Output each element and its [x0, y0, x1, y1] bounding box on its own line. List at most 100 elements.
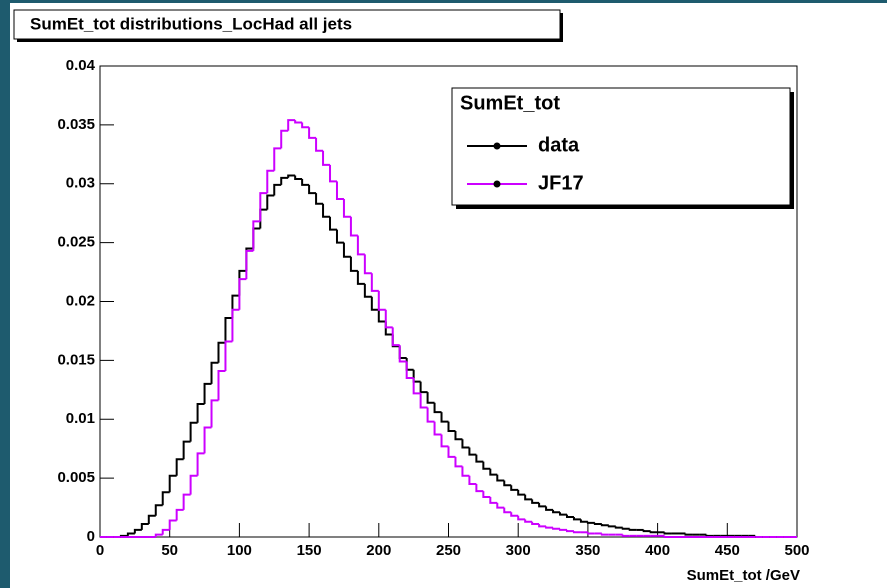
- y-tick-label: 0.015: [57, 351, 95, 368]
- histogram-bin: [294, 120, 303, 124]
- histogram-bin: [559, 528, 567, 531]
- histogram-bin: [196, 402, 205, 423]
- histogram-bin: [308, 184, 317, 195]
- histogram-bin: [245, 249, 254, 280]
- histogram-bin: [433, 402, 442, 414]
- histogram-bin: [510, 485, 519, 491]
- histogram-bin: [168, 519, 177, 530]
- histogram-bin: [531, 499, 540, 504]
- x-tick-label: 400: [645, 542, 670, 559]
- histogram-series: [100, 174, 797, 538]
- x-tick-label: 300: [506, 542, 531, 559]
- histogram-bin: [363, 254, 372, 275]
- x-tick-label: 100: [227, 542, 252, 559]
- histogram-bin: [426, 407, 435, 423]
- histogram-bin: [405, 361, 414, 380]
- histogram-bin: [370, 273, 379, 292]
- histogram-bin: [621, 534, 630, 537]
- histogram-bin: [377, 309, 386, 323]
- histogram-bin: [342, 242, 351, 258]
- histogram-bin: [600, 524, 609, 527]
- histogram-bin: [224, 340, 233, 371]
- y-tick-label: 0.005: [57, 469, 95, 486]
- legend-marker: [493, 142, 501, 150]
- histogram-bin: [398, 345, 407, 363]
- histogram-bin: [593, 522, 602, 526]
- histogram-bin: [482, 461, 491, 470]
- histogram-bin: [447, 446, 456, 458]
- histogram-bin: [552, 509, 561, 514]
- histogram-bin: [210, 399, 219, 428]
- legend-title: SumEt_tot: [460, 92, 560, 114]
- histogram-bin: [349, 256, 358, 272]
- x-tick-label: 250: [436, 542, 461, 559]
- histogram-bin: [579, 519, 588, 523]
- histogram-bin: [663, 535, 672, 538]
- histogram-bin: [461, 466, 470, 477]
- histogram-bin: [133, 528, 142, 534]
- histogram-bin: [642, 529, 651, 533]
- histogram-bin: [335, 229, 344, 244]
- histogram-bin: [322, 203, 331, 218]
- histogram-bin: [203, 426, 212, 454]
- histogram-bin: [649, 531, 658, 534]
- histogram-bin: [301, 122, 310, 129]
- histogram-bin: [168, 474, 177, 493]
- histogram-bin: [384, 309, 393, 329]
- histogram-bin: [517, 489, 526, 496]
- histogram-bin: [335, 181, 344, 201]
- histogram-bin: [182, 493, 191, 510]
- histogram-bin: [308, 127, 317, 139]
- histogram-bin: [503, 507, 512, 514]
- histogram-bin: [203, 382, 212, 404]
- histogram-bin: [517, 515, 526, 521]
- histogram-series: [100, 119, 797, 538]
- y-tick-label: 0.025: [57, 234, 95, 251]
- x-axis-label: SumEt_tot /GeV: [687, 567, 800, 584]
- legend: SumEt_tot data JF17: [451, 87, 794, 209]
- histogram-bin: [377, 290, 386, 311]
- histogram-bin: [454, 456, 463, 468]
- histogram-bin: [586, 532, 595, 535]
- histogram-bin: [175, 508, 184, 521]
- histogram-bin: [154, 504, 163, 516]
- histogram-bin: [621, 527, 630, 530]
- histogram-bin: [266, 194, 275, 210]
- histogram-bin: [147, 514, 156, 525]
- histogram-bin: [489, 496, 498, 504]
- histogram-bin: [273, 183, 282, 196]
- histogram-bin: [419, 381, 428, 394]
- histogram-bin: [315, 137, 324, 152]
- histogram-bin: [161, 528, 170, 535]
- histogram-bin: [126, 532, 135, 536]
- histogram-bin: [524, 519, 533, 523]
- y-tick-label: 0.02: [66, 292, 95, 309]
- chart-title: SumEt_tot distributions_LocHad all jets: [30, 14, 352, 33]
- histogram-bin: [196, 452, 205, 476]
- histogram-bin: [538, 502, 547, 508]
- x-tick-label: 50: [161, 542, 178, 559]
- histogram-bin: [607, 525, 616, 528]
- histogram-bin: [287, 174, 296, 178]
- histogram-bin: [294, 175, 303, 181]
- histogram-bin: [565, 529, 574, 533]
- histogram-bin: [475, 454, 484, 463]
- histogram-bin: [552, 527, 561, 530]
- histogram-bin: [287, 119, 296, 131]
- histogram-bin: [273, 147, 282, 171]
- histogram-bin: [322, 150, 331, 166]
- y-tick-label: 0: [87, 528, 95, 545]
- histogram-bin: [510, 512, 519, 517]
- histogram-bin: [210, 361, 219, 384]
- x-tick-label: 200: [366, 542, 391, 559]
- histogram-bin: [614, 526, 623, 529]
- histogram-bin: [280, 176, 289, 185]
- x-tick-label: 350: [575, 542, 600, 559]
- histogram-bin: [189, 421, 198, 442]
- histogram-bin: [628, 528, 637, 531]
- histogram-bin: [454, 431, 463, 441]
- histogram-bin: [224, 316, 233, 343]
- histogram-bin: [252, 220, 261, 251]
- histogram-bin: [684, 533, 693, 536]
- y-tick-label: 0.01: [66, 410, 95, 427]
